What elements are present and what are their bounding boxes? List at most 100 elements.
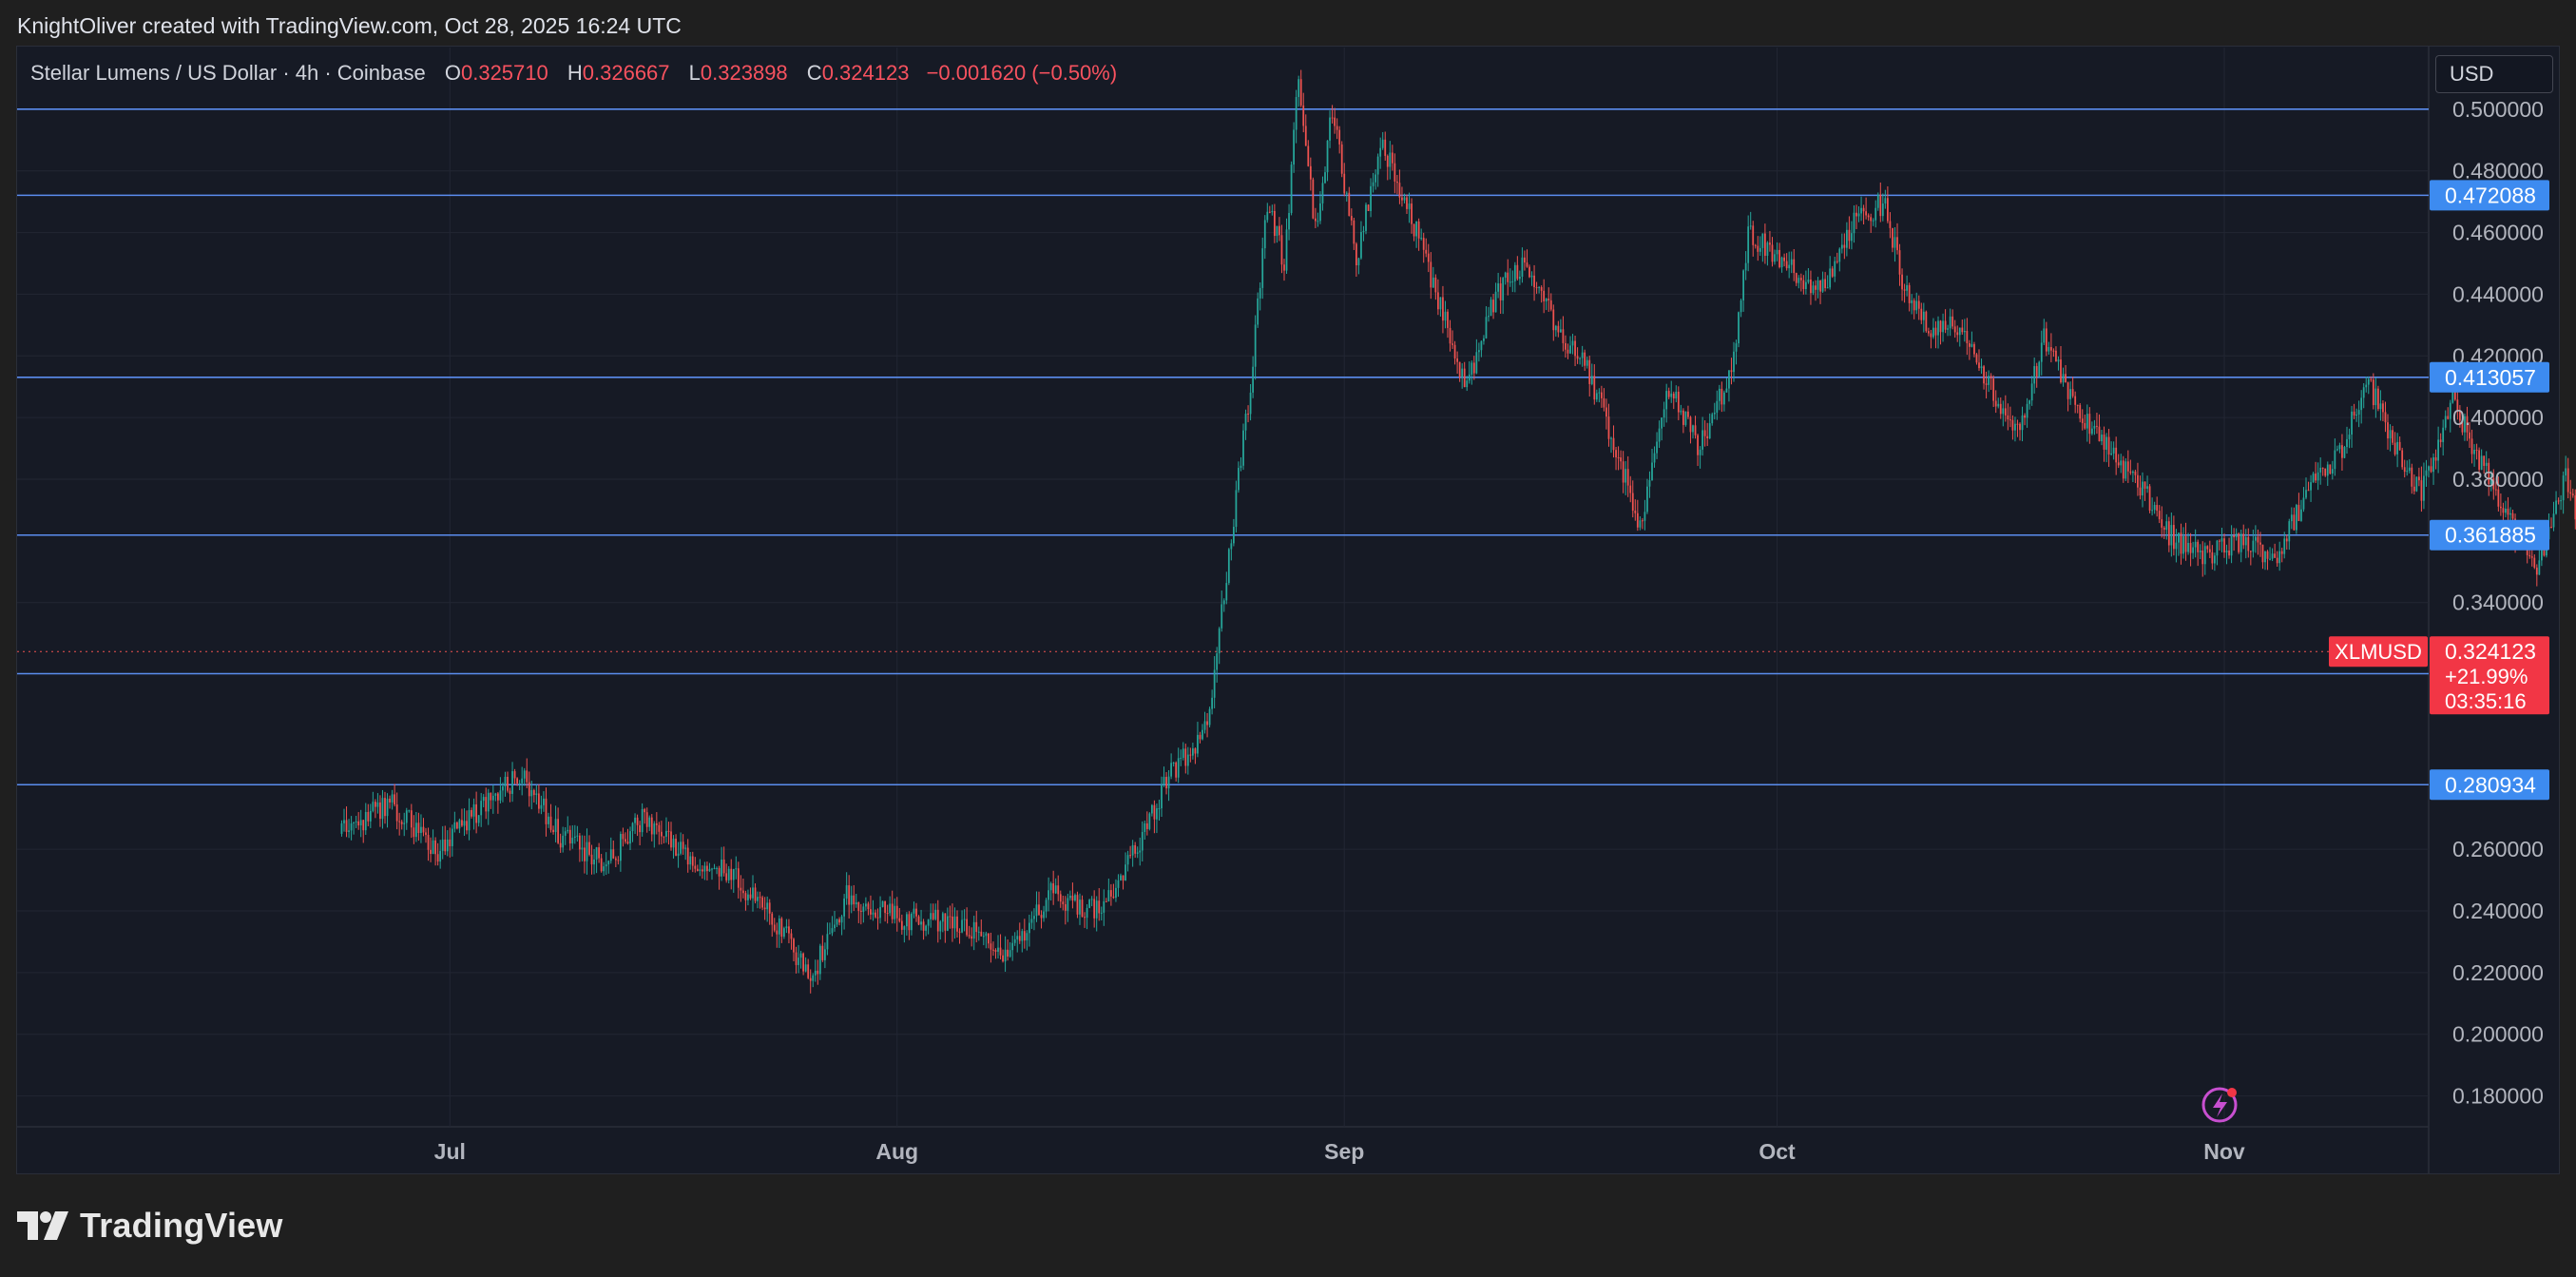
candle-body	[1757, 245, 1759, 252]
lightning-icon[interactable]	[2201, 1087, 2238, 1123]
chart-panel[interactable]	[16, 46, 2560, 1174]
candle-body	[353, 822, 356, 823]
candle-body	[1218, 628, 1221, 654]
candle-body	[2124, 461, 2127, 479]
candle-body	[932, 913, 934, 919]
candle-body	[1131, 844, 1134, 856]
candle-body	[2449, 402, 2451, 419]
candle-body	[394, 794, 396, 805]
candle-body	[1672, 393, 1675, 399]
level-label-box	[2430, 519, 2549, 551]
candle-body	[759, 897, 761, 899]
candle-body	[2043, 328, 2046, 343]
candle-body	[2494, 489, 2497, 491]
brand-name: TradingView	[80, 1206, 283, 1245]
candle-body	[1824, 279, 1827, 288]
candle-body	[1156, 808, 1158, 820]
candle-body	[727, 868, 730, 880]
candle-body	[1749, 225, 1752, 227]
candle-body	[1836, 261, 1838, 262]
candle-body	[1444, 311, 1447, 321]
candle-body	[1579, 358, 1582, 359]
candle-body	[1268, 211, 1271, 213]
candle-body	[1197, 734, 1199, 754]
candle-body	[2107, 436, 2110, 455]
candle-body	[971, 936, 973, 939]
candle-body	[1345, 192, 1348, 194]
candle-body	[716, 867, 718, 869]
candle-body	[471, 809, 472, 817]
candle-body	[2470, 438, 2473, 455]
price-axis: 0.5000000.4800000.4600000.4400000.420000…	[2452, 97, 2544, 1109]
candle-body	[2367, 378, 2370, 385]
candle-body	[1167, 776, 1170, 789]
candle-body	[1021, 931, 1024, 941]
candle-body	[823, 949, 826, 960]
candle-body	[1136, 852, 1139, 854]
candle-body	[855, 901, 857, 905]
candle-body	[1490, 300, 1492, 317]
candle-body	[1240, 465, 1242, 469]
candle-body	[2461, 420, 2464, 433]
candle-body	[1810, 280, 1812, 294]
level-label: 0.413057	[2445, 365, 2536, 390]
candle-body	[1925, 311, 1928, 332]
candle-body	[1466, 380, 1469, 388]
candle-body	[2007, 415, 2009, 420]
candle-body	[2028, 400, 2031, 404]
tradingview-brand[interactable]: TradingView	[17, 1206, 283, 1246]
candle-body	[475, 803, 478, 823]
candle-body	[730, 868, 733, 880]
candle-body	[2074, 396, 2077, 405]
candle-body	[593, 859, 595, 865]
candle-body	[1892, 227, 1894, 248]
candle-body	[472, 803, 475, 817]
candle-body	[941, 913, 944, 922]
candle-body	[1177, 758, 1180, 778]
candle-body	[2021, 415, 2024, 431]
candle-body	[2511, 513, 2514, 519]
candle-body	[812, 975, 815, 981]
candle-body	[2146, 486, 2148, 489]
candle-body	[2235, 533, 2238, 538]
candle-body	[1165, 777, 1167, 789]
candle-body	[2285, 538, 2288, 542]
candle-body	[2055, 350, 2057, 362]
candle-body	[1567, 349, 1569, 354]
candle-body	[2086, 414, 2088, 429]
candle-body	[968, 935, 971, 937]
currency-selector[interactable]: USD	[2435, 55, 2553, 93]
candle-body	[2324, 468, 2327, 476]
candle-body	[1524, 257, 1526, 263]
candle-body	[1629, 485, 1632, 493]
candle-body	[2117, 462, 2120, 466]
candle-body	[1966, 330, 1969, 343]
candle-body	[2485, 462, 2488, 466]
candle-body	[1911, 300, 1913, 303]
candle-body	[410, 810, 413, 828]
candle-body	[2148, 486, 2151, 511]
candle-body	[507, 776, 509, 791]
candle-body	[1334, 117, 1336, 126]
candle-body	[1117, 880, 1120, 888]
candle-body	[2365, 384, 2368, 388]
candle-body	[1738, 312, 1740, 344]
candle-body	[1054, 885, 1057, 894]
candle-body	[1703, 430, 1706, 436]
candle-body	[1235, 490, 1238, 528]
candle-body	[655, 823, 658, 825]
candle-body	[389, 798, 391, 803]
candle-body	[1968, 342, 1970, 347]
candle-body	[1266, 211, 1269, 221]
candle-body	[946, 916, 949, 931]
candle-body	[1499, 283, 1502, 300]
candle-body	[1238, 468, 1240, 491]
candle-body	[1257, 298, 1259, 325]
candle-body	[530, 789, 533, 797]
candle-body	[2103, 435, 2105, 450]
candle-body	[1740, 300, 1742, 313]
candle-body	[1571, 340, 1574, 346]
candle-body	[1068, 895, 1071, 899]
candle-body	[689, 856, 692, 865]
